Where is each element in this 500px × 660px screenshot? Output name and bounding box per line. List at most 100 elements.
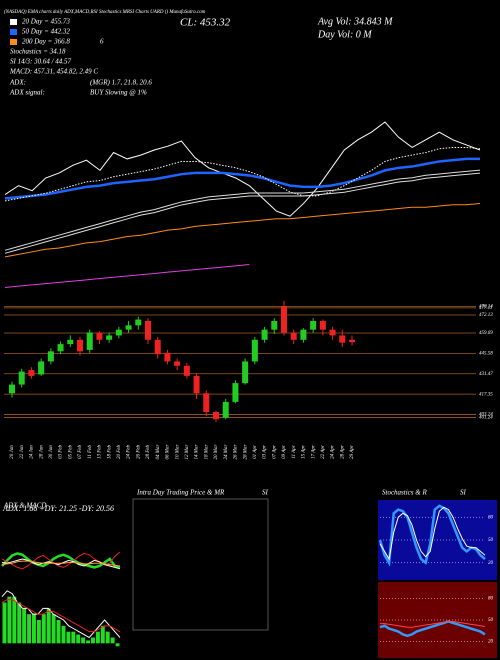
candle-body	[300, 329, 307, 340]
avg-volume: Avg Vol: 34.843 M	[317, 16, 393, 27]
candle-body	[319, 321, 326, 330]
x-tick-label: 22 Apr	[321, 445, 326, 459]
x-tick-label: 03 Feb	[59, 444, 64, 459]
x-tick-label: 24 Jan	[30, 445, 35, 459]
x-tick-label: 26 Mar	[234, 445, 239, 460]
x-tick-label: 28 Apr	[340, 445, 345, 459]
info: ADX:	[9, 79, 26, 87]
info: 6	[100, 38, 104, 46]
candle-body	[339, 335, 346, 343]
candle-body	[38, 361, 45, 375]
candle-body	[349, 339, 355, 343]
bar	[41, 614, 46, 644]
x-tick-label: 28 Jan	[39, 445, 44, 459]
bar	[12, 596, 17, 644]
candle-body	[261, 329, 268, 340]
candle-body	[115, 329, 122, 336]
x-tick-label: 24 Mar	[224, 445, 229, 460]
candle-body	[18, 371, 25, 385]
candle-body	[242, 361, 249, 384]
panel-title: ADX & MACD	[3, 502, 46, 510]
y-tick-label: 459.69	[479, 331, 493, 336]
info: (MGR) 1.7, 21.8, 20.6	[90, 79, 152, 87]
x-tick-label: 05 Feb	[68, 444, 73, 459]
series-line	[4, 264, 250, 288]
x-tick-label: 15 Apr	[302, 445, 307, 459]
intraday-title: SI	[262, 489, 269, 497]
candle-body	[310, 321, 317, 330]
bar	[51, 614, 56, 644]
series-line	[4, 146, 481, 202]
candle-body	[57, 344, 64, 352]
x-tick-label: 30 Jan	[49, 445, 54, 459]
x-tick-label: 24 Feb	[127, 444, 132, 459]
bar	[86, 640, 91, 644]
bar	[17, 602, 22, 644]
bar	[27, 614, 32, 644]
header: (NASDAQ) EMA charts daily ADX,MACD,RSI S…	[4, 10, 206, 15]
info: BUY Slowing @ 1%	[90, 89, 147, 97]
y-tick-label: 477.11	[479, 306, 492, 311]
annotation: ADX: 1.66 +DY: 21.25 -DY: 20.56	[2, 504, 114, 513]
candle-body	[125, 325, 132, 330]
info: 20 Day = 455.73	[22, 18, 70, 26]
panel-title: SI	[460, 489, 467, 497]
x-tick-label: 09 Apr	[282, 445, 287, 459]
candle-body	[145, 321, 151, 340]
y-tick-label: 445.58	[479, 352, 493, 357]
x-tick-label: 03 Apr	[263, 445, 268, 459]
info: SI 14/3: 30.64 / 44.57	[10, 58, 72, 66]
series-line	[4, 202, 481, 258]
close-price: CL: 453.32	[180, 17, 231, 29]
candle-body	[213, 412, 219, 420]
y-tick-label: 50	[488, 538, 494, 543]
candle-body	[281, 306, 287, 333]
x-tick-label: 29 Apr	[350, 445, 355, 459]
series-line	[379, 620, 486, 638]
y-tick-label: 403.24	[479, 413, 493, 418]
x-tick-label: 06 Mar	[166, 445, 171, 460]
x-tick-label: 07 Apr	[272, 445, 277, 459]
series-line	[4, 121, 481, 217]
candle-body	[222, 401, 229, 418]
x-tick-label: 18 Feb	[107, 444, 112, 459]
candle-body	[96, 332, 103, 340]
y-tick-label: 80	[488, 515, 494, 520]
candle-body	[290, 332, 297, 340]
x-tick-label: 22 Jan	[20, 445, 25, 459]
y-tick-label: 50	[488, 618, 494, 623]
bar	[115, 643, 120, 647]
y-tick-label: 431.47	[479, 372, 493, 377]
series-line	[1, 560, 121, 567]
series-line	[1, 552, 121, 569]
bar	[46, 608, 51, 644]
x-tick-label: 13 Feb	[98, 444, 103, 459]
x-tick-label: 20 Feb	[117, 444, 122, 459]
candle-body	[28, 370, 35, 376]
legend-swatch	[10, 19, 17, 25]
x-tick-label: 01 Apr	[253, 445, 258, 459]
candle-body	[86, 332, 93, 350]
candle-body	[271, 321, 278, 330]
x-tick-label: 24 Apr	[331, 445, 336, 459]
y-tick-label: 472.13	[479, 313, 493, 318]
legend-swatch	[10, 39, 17, 45]
series-line	[1, 599, 121, 633]
series-line	[4, 169, 481, 251]
bar	[100, 625, 105, 644]
x-tick-label: 04 Mar	[156, 445, 161, 460]
info: Stochastics = 34.18	[10, 48, 66, 56]
candle-body	[193, 375, 200, 394]
info: ADX signal:	[9, 89, 45, 97]
info: 50 Day = 442.32	[22, 28, 70, 36]
candle-body	[77, 339, 83, 352]
bar	[81, 637, 86, 644]
candle-body	[183, 365, 190, 376]
candle-body	[203, 393, 210, 412]
bar	[22, 608, 27, 644]
series-line	[378, 504, 486, 567]
bar	[71, 631, 76, 644]
bar	[2, 602, 7, 644]
bar	[32, 614, 36, 644]
